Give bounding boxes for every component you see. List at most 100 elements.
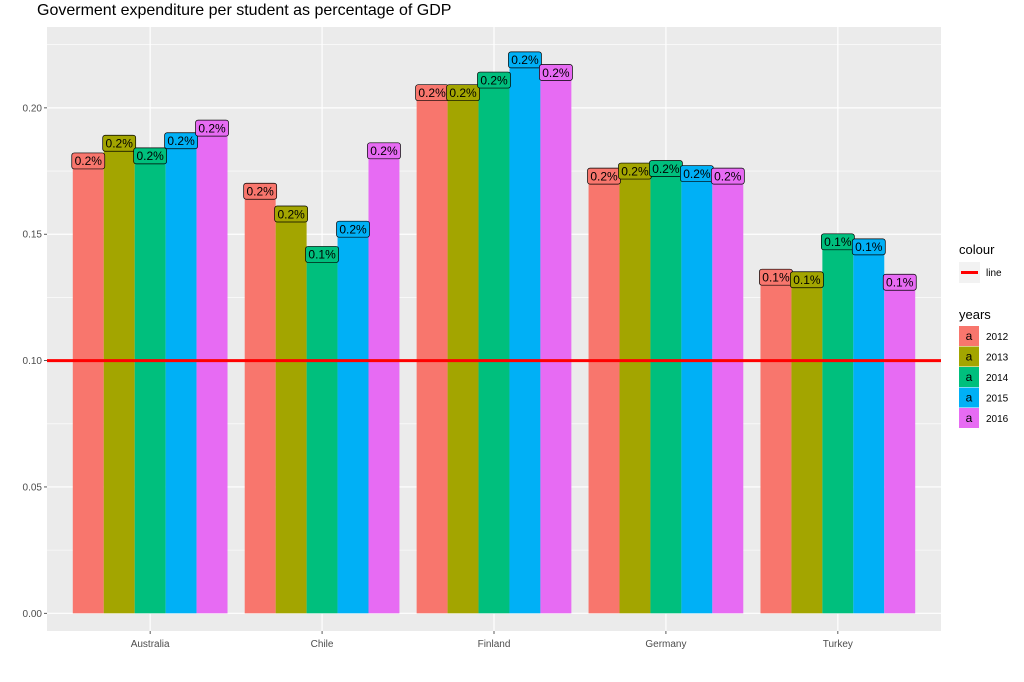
data-label-finland-2013: 0.2% — [446, 84, 480, 102]
y-tick-label: 0.00 — [23, 609, 43, 620]
bar-australia-2016 — [196, 128, 228, 614]
legend-years-entries: a 2012 a 2013 a 2014 a 2015 a 2016 — [959, 326, 1009, 428]
bar-germany-2016 — [712, 176, 744, 614]
data-label-box — [164, 132, 198, 150]
data-label-box — [508, 51, 542, 69]
data-label-turkey-2012: 0.1% — [759, 268, 793, 286]
data-label-box — [274, 205, 308, 223]
data-label-germany-2013: 0.2% — [618, 162, 652, 180]
data-label-turkey-2013: 0.1% — [790, 271, 824, 289]
bar-turkey-2012 — [760, 277, 792, 614]
data-label-australia-2016: 0.2% — [195, 119, 229, 137]
data-label-text: 0.2% — [480, 73, 508, 87]
data-label-text: 0.2% — [418, 86, 446, 100]
y-tick-label: 0.15 — [23, 230, 43, 241]
data-label-text: 0.2% — [370, 144, 398, 158]
axis-layer: 0.00 0.05 0.10 0.15 0.20 Australia Chile Finlan… — [23, 103, 853, 650]
data-label-box — [446, 84, 480, 102]
legend-label: 2015 — [986, 394, 1009, 405]
legend-swatch — [959, 408, 979, 428]
x-tick-label: Australia — [131, 639, 170, 650]
data-label-chile-2012: 0.2% — [243, 182, 278, 200]
x-tick-label: Germany — [645, 639, 686, 650]
data-label-text: 0.2% — [542, 66, 570, 80]
legend-key-glyph: a — [966, 370, 973, 384]
legend-label: 2016 — [986, 414, 1009, 425]
bar-germany-2015 — [681, 173, 713, 614]
data-label-box — [367, 142, 401, 160]
data-label-australia-2012: 0.2% — [71, 152, 106, 170]
data-label-text: 0.1% — [886, 276, 914, 290]
data-label-chile-2014: 0.1% — [305, 246, 339, 263]
data-label-text: 0.2% — [339, 222, 367, 236]
data-label-chile-2015: 0.2% — [336, 220, 370, 238]
data-label-germany-2014: 0.2% — [649, 160, 683, 177]
bar-germany-2012 — [588, 176, 620, 614]
bar-chile-2014 — [306, 254, 338, 614]
legend-swatch — [959, 346, 979, 367]
bar-finland-2012 — [416, 92, 448, 614]
data-label-box — [790, 271, 824, 289]
bar-chile-2016 — [368, 150, 400, 614]
data-label-turkey-2016: 0.1% — [882, 273, 917, 291]
legend-swatch — [959, 367, 979, 387]
legend-key-glyph: a — [966, 411, 973, 425]
data-label-turkey-2015: 0.1% — [851, 238, 886, 256]
bar-finland-2013 — [447, 92, 479, 614]
legend-swatch — [959, 387, 979, 408]
chart-title: Goverment expenditure per student as per… — [37, 2, 452, 19]
data-label-box — [243, 182, 278, 200]
legend-item-2015: a 2015 — [959, 387, 1009, 408]
data-label-box — [102, 134, 137, 152]
bar-germany-2014 — [650, 168, 682, 614]
legend-label: 2012 — [986, 332, 1009, 343]
data-label-text: 0.2% — [714, 169, 742, 183]
data-label-box — [133, 147, 168, 165]
bar-chile-2013 — [275, 214, 307, 614]
data-label-box — [336, 220, 370, 238]
legend: colour line years a 2012 a 2013 a 2014 a 2015 a 2… — [959, 242, 1009, 428]
bar-chile-2012 — [244, 191, 276, 614]
data-label-text: 0.1% — [824, 235, 852, 249]
legend-label: 2013 — [986, 353, 1009, 364]
data-label-turkey-2014: 0.1% — [820, 233, 855, 251]
y-tick-label: 0.20 — [23, 103, 43, 114]
data-label-germany-2012: 0.2% — [587, 167, 621, 185]
data-label-box — [851, 238, 886, 256]
legend-key-glyph: a — [966, 391, 973, 405]
data-label-text: 0.1% — [308, 248, 336, 262]
legend-item-2016: a 2016 — [959, 408, 1009, 428]
legend-item-2014: a 2014 — [959, 367, 1009, 387]
bar-chile-2015 — [337, 229, 369, 614]
data-label-text: 0.2% — [621, 164, 649, 178]
data-label-text: 0.2% — [167, 134, 195, 148]
data-label-chile-2016: 0.2% — [367, 142, 401, 160]
data-label-australia-2015: 0.2% — [164, 132, 198, 150]
data-label-text: 0.2% — [75, 154, 103, 168]
bar-finland-2016 — [540, 72, 572, 614]
data-label-finland-2016: 0.2% — [539, 64, 573, 81]
bar-turkey-2013 — [791, 279, 823, 614]
legend-item-2013: a 2013 — [959, 346, 1009, 367]
data-label-box — [710, 167, 745, 185]
bar-germany-2013 — [619, 171, 651, 614]
legend-swatch — [959, 326, 979, 346]
data-label-australia-2014: 0.2% — [133, 147, 168, 165]
bar-australia-2015 — [165, 140, 197, 614]
bar-australia-2013 — [103, 143, 135, 614]
bar-finland-2014 — [478, 80, 510, 614]
data-label-box — [477, 71, 511, 89]
legend-key-glyph: a — [966, 350, 973, 364]
legend-years-title: years — [959, 307, 991, 322]
bar-turkey-2016 — [884, 282, 916, 614]
bar-layer — [72, 59, 916, 614]
legend-colour-title: colour — [959, 242, 995, 257]
data-label-layer: 0.2%0.2%0.2%0.2%0.1%0.2%0.2%0.2%0.2%0.1%… — [71, 51, 917, 291]
bar-turkey-2015 — [853, 246, 885, 614]
data-label-text: 0.1% — [793, 273, 821, 287]
data-label-germany-2016: 0.2% — [710, 167, 745, 185]
x-tick-label: Chile — [311, 639, 334, 650]
data-label-text: 0.2% — [652, 162, 680, 176]
data-label-text: 0.2% — [106, 137, 134, 151]
